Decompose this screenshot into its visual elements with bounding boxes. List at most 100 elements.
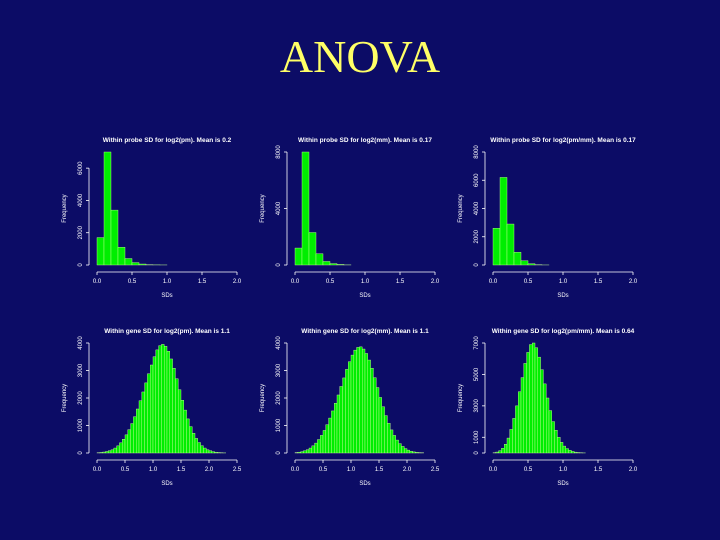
histogram-bar [315, 253, 324, 266]
y-tick-label: 6000 [78, 161, 84, 175]
histogram-panel-5: Within gene SD for log2(mm). Mean is 1.1… [260, 328, 440, 487]
histogram-bar [147, 373, 151, 454]
y-tick-label: 0 [276, 263, 282, 267]
histogram-bar [401, 446, 405, 454]
histogram-panel-1: Within probe SD for log2(pm). Mean is 0.… [62, 137, 242, 299]
histogram-bar [537, 356, 541, 454]
histogram-panel-2: Within probe SD for log2(mm). Mean is 0.… [260, 137, 440, 299]
histogram-bar [370, 368, 374, 454]
histogram-bar [144, 382, 148, 454]
x-axis-label: SDs [557, 293, 568, 299]
y-tick-label: 6000 [474, 173, 480, 187]
histogram-bar [512, 418, 516, 454]
histogram-bar [506, 437, 510, 454]
histogram-bar [110, 209, 119, 266]
histogram-bar [546, 397, 550, 454]
histogram-bar [314, 442, 318, 454]
x-tick-label: 0.0 [93, 467, 102, 473]
y-tick-label: 8000 [276, 145, 282, 159]
panel-title: Within gene SD for log2(mm). Mean is 1.1 [301, 328, 429, 335]
histogram-bar [373, 377, 377, 454]
y-axis-label: Frequency [260, 194, 266, 222]
histogram-bar [127, 429, 131, 454]
histogram-panel-3: Within probe SD for log2(pm/mm). Mean is… [458, 137, 638, 299]
x-axis-label: SDs [557, 481, 568, 487]
y-tick-label: 4000 [78, 336, 84, 350]
y-tick-label: 7000 [474, 336, 480, 350]
histogram-bar [303, 450, 307, 454]
histogram-bar [117, 247, 126, 266]
histogram-bar [308, 447, 312, 454]
panel-title: Within gene SD for log2(pm). Mean is 1.1 [104, 328, 230, 335]
histogram-bar [392, 435, 396, 454]
y-tick-label: 3000 [276, 363, 282, 377]
histogram-bar [565, 448, 569, 454]
histogram-bar [571, 451, 575, 454]
x-tick-label: 1.0 [149, 467, 158, 473]
x-tick-label: 1.5 [177, 467, 186, 473]
histogram-bar [532, 342, 536, 454]
histogram-bar [189, 426, 193, 454]
y-axis-label: Frequency [62, 194, 68, 222]
histogram-bar [149, 364, 154, 454]
histogram-bar [119, 442, 123, 454]
y-tick-label: 0 [78, 263, 84, 267]
histogram-bar [520, 260, 529, 266]
x-tick-label: 2.5 [233, 467, 242, 473]
histogram-bar [158, 345, 162, 454]
histogram-bar [362, 348, 366, 454]
histogram-bar [110, 449, 114, 454]
histogram-bar [520, 377, 524, 454]
x-tick-label: 2.0 [205, 467, 214, 473]
y-tick-label: 0 [78, 451, 84, 455]
histogram-bar [96, 237, 105, 266]
histogram-bar [121, 439, 126, 454]
histogram-bar [376, 387, 380, 454]
histogram-bar [529, 344, 533, 454]
histogram-bar [138, 400, 142, 454]
y-tick-label: 0 [474, 451, 480, 455]
histogram-bar [203, 447, 207, 454]
histogram-bar [317, 439, 321, 454]
histogram-bar [320, 435, 324, 454]
histogram-bar [152, 356, 156, 454]
histogram-bar [404, 448, 408, 454]
y-tick-label: 4000 [78, 193, 84, 207]
y-tick-label: 1000 [78, 418, 84, 432]
x-tick-label: 1.0 [361, 279, 370, 285]
y-axis-label: Frequency [260, 384, 266, 412]
y-tick-label: 2000 [474, 229, 480, 243]
histogram-panel-4: Within gene SD for log2(pm). Mean is 1.1… [62, 328, 242, 487]
x-tick-label: 0.5 [121, 467, 130, 473]
histogram-bar [197, 442, 201, 454]
histogram-bar [412, 451, 416, 454]
panel-title: Within probe SD for log2(mm). Mean is 0.… [298, 137, 432, 144]
histogram-bar [395, 439, 399, 454]
y-tick-label: 0 [474, 263, 480, 267]
histogram-bar [562, 445, 566, 454]
histogram-bar [384, 415, 388, 454]
y-axis-label: Frequency [62, 384, 68, 412]
y-tick-label: 3000 [78, 363, 84, 377]
x-tick-label: 2.0 [431, 279, 440, 285]
histogram-bar [300, 451, 304, 454]
histogram-bar [322, 430, 326, 454]
histogram-bar [107, 450, 112, 454]
histogram-bar [308, 232, 317, 266]
histogram-bar [191, 433, 196, 454]
x-tick-label: 2.0 [403, 467, 412, 473]
histogram-bar [166, 351, 170, 454]
histogram-bar [342, 377, 346, 454]
x-tick-label: 0.5 [128, 279, 137, 285]
histogram-bar [141, 391, 145, 454]
histogram-bar [194, 438, 198, 454]
histogram-bar [331, 410, 335, 454]
x-axis-label: SDs [161, 481, 172, 487]
histogram-bar [543, 383, 547, 454]
x-tick-label: 0.0 [489, 279, 498, 285]
slide-title: ANOVA [279, 31, 441, 82]
x-tick-label: 0.5 [319, 467, 328, 473]
histogram-bar [387, 423, 391, 454]
y-tick-label: 1000 [474, 430, 480, 444]
histogram-bar [175, 378, 179, 454]
